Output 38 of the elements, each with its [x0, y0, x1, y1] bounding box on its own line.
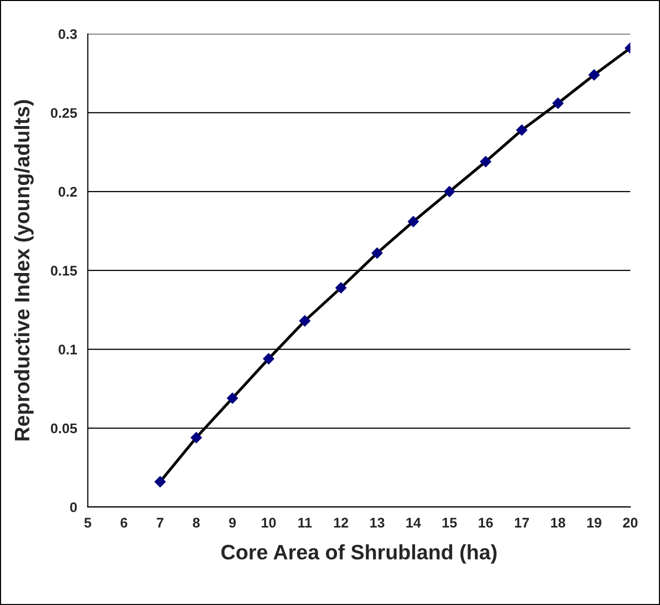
point	[588, 69, 600, 81]
x-tick-label: 17	[514, 518, 529, 528]
point	[154, 476, 166, 488]
x-tick-label: 13	[370, 518, 384, 528]
x-tick-label: 18	[551, 518, 566, 528]
x-tick-label: 12	[334, 518, 348, 528]
y-tick-label: 0.1	[58, 344, 77, 354]
x-axis-title: Core Area of Shrubland (ha)	[221, 544, 497, 564]
x-tick-label: 9	[229, 518, 236, 528]
y-tick-label: 0.15	[50, 266, 77, 276]
point	[480, 156, 492, 168]
point	[516, 124, 528, 136]
x-tick-label: 19	[587, 518, 602, 528]
point	[371, 247, 383, 259]
point	[444, 186, 456, 198]
x-tick-label: 6	[120, 518, 128, 528]
x-tick-label: 11	[298, 518, 312, 528]
x-tick-label: 14	[406, 518, 421, 528]
point	[190, 432, 202, 444]
x-tick-label: 7	[156, 518, 164, 528]
x-tick-label: 20	[623, 518, 638, 528]
x-tick-label: 16	[478, 518, 493, 528]
y-tick-label: 0.3	[58, 29, 77, 40]
x-tick-label: 8	[192, 518, 200, 528]
y-tick-label: 0.25	[50, 108, 77, 118]
x-tick-label: 5	[84, 518, 92, 528]
point	[552, 98, 564, 109]
point	[262, 353, 274, 364]
x-tick-label: 10	[262, 518, 276, 528]
y-tick-label: 0.2	[58, 186, 77, 197]
x-tick-label: 15	[442, 518, 457, 528]
point	[408, 216, 419, 228]
point	[299, 315, 310, 327]
y-tick-label: 0.05	[50, 423, 77, 434]
y-tick-label: 0	[70, 502, 77, 512]
y-axis-title: Reproductive Index (young/adults)	[14, 100, 34, 440]
point	[335, 282, 347, 294]
point	[226, 392, 238, 404]
